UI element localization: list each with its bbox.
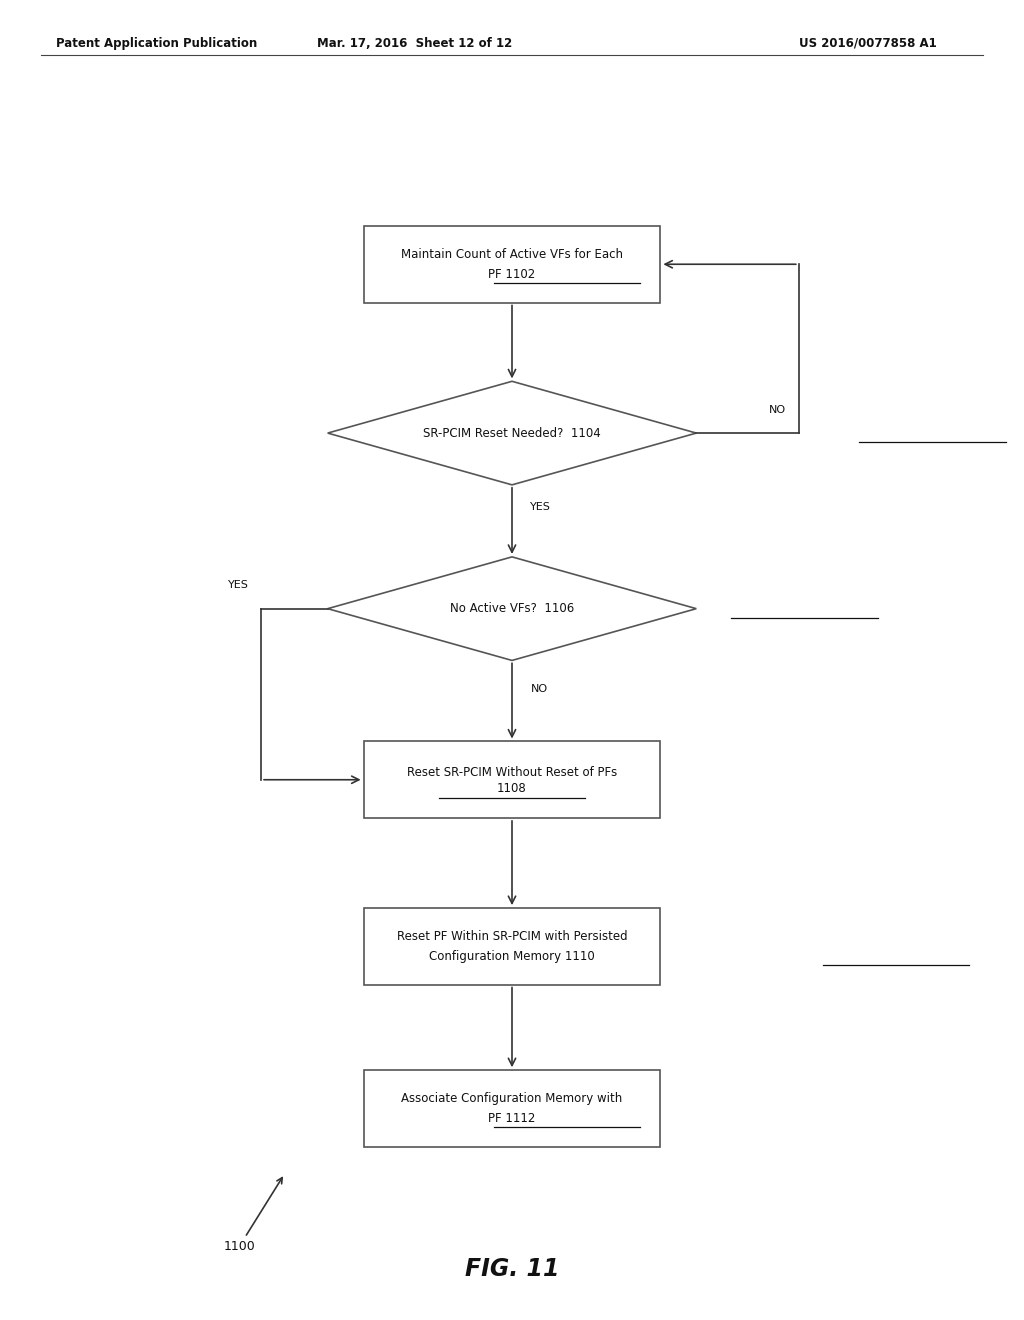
Text: SR-PCIM Reset Needed?  1104: SR-PCIM Reset Needed? 1104 [423, 426, 601, 440]
Polygon shape [328, 557, 696, 660]
Text: NO: NO [769, 405, 786, 414]
Text: NO: NO [530, 684, 548, 694]
Polygon shape [328, 381, 696, 484]
FancyBboxPatch shape [364, 908, 660, 985]
Text: Mar. 17, 2016  Sheet 12 of 12: Mar. 17, 2016 Sheet 12 of 12 [317, 37, 512, 50]
Text: Configuration Memory 1110: Configuration Memory 1110 [429, 949, 595, 962]
FancyBboxPatch shape [364, 226, 660, 302]
Text: US 2016/0077858 A1: US 2016/0077858 A1 [799, 37, 937, 50]
Text: YES: YES [530, 502, 551, 512]
Text: PF 1102: PF 1102 [488, 268, 536, 281]
Text: No Active VFs?  1106: No Active VFs? 1106 [450, 602, 574, 615]
FancyBboxPatch shape [364, 1071, 660, 1147]
Text: 1100: 1100 [223, 1177, 283, 1253]
Text: Reset PF Within SR-PCIM with Persisted: Reset PF Within SR-PCIM with Persisted [396, 929, 628, 942]
Text: 1108: 1108 [497, 783, 527, 795]
Text: Maintain Count of Active VFs for Each: Maintain Count of Active VFs for Each [401, 248, 623, 261]
Text: FIG. 11: FIG. 11 [465, 1258, 559, 1282]
Text: YES: YES [228, 581, 249, 590]
Text: Patent Application Publication: Patent Application Publication [56, 37, 258, 50]
Text: PF 1112: PF 1112 [488, 1111, 536, 1125]
Text: Reset SR-PCIM Without Reset of PFs: Reset SR-PCIM Without Reset of PFs [407, 766, 617, 779]
Text: Associate Configuration Memory with: Associate Configuration Memory with [401, 1092, 623, 1105]
FancyBboxPatch shape [364, 742, 660, 818]
